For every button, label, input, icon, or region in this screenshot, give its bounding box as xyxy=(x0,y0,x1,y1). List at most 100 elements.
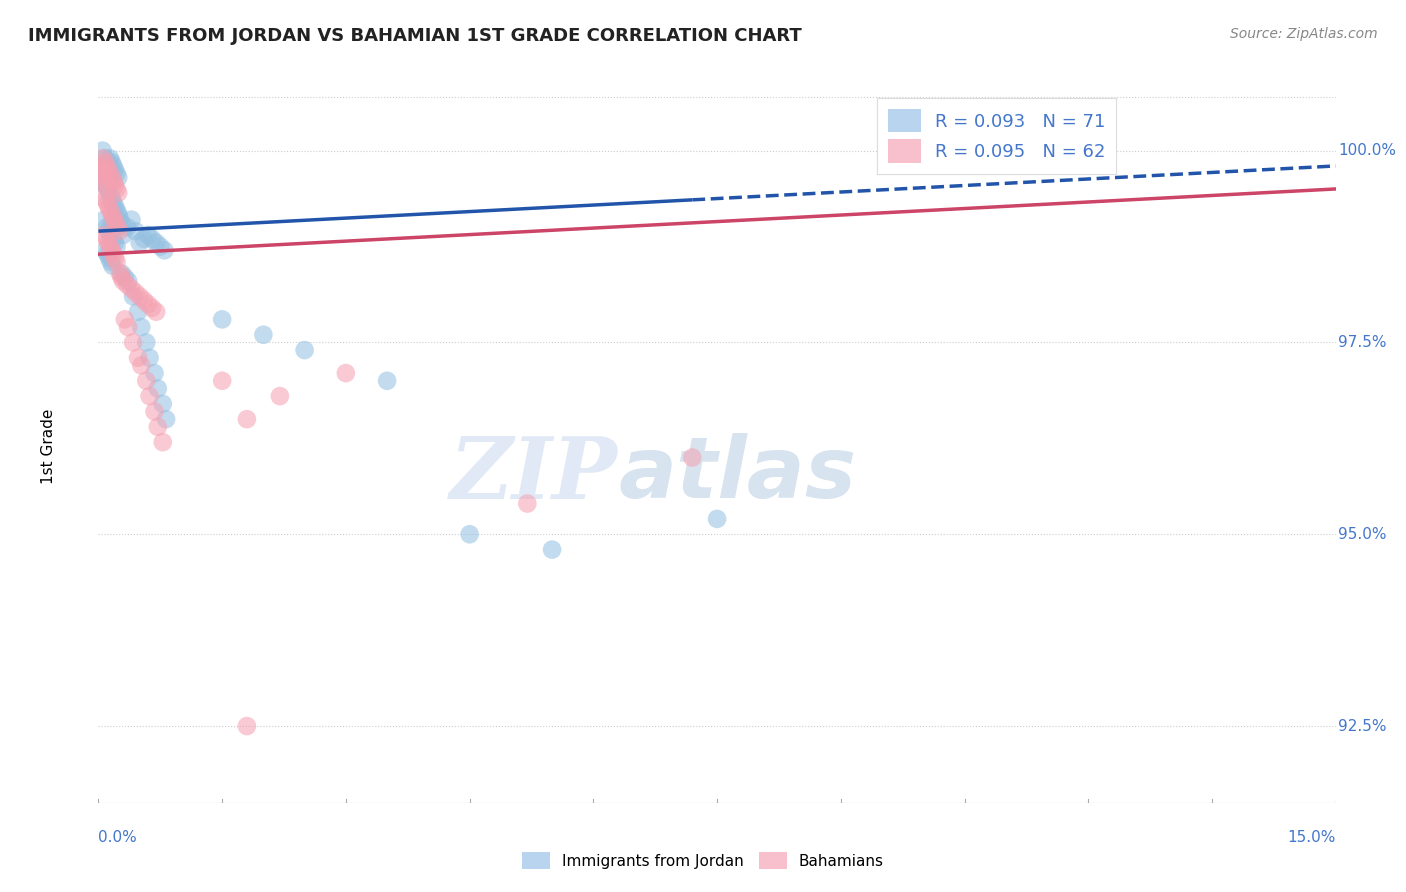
Point xyxy=(152,435,174,450)
Point xyxy=(104,251,127,265)
Point xyxy=(103,212,125,227)
Point xyxy=(112,274,135,288)
Point xyxy=(117,277,139,292)
Text: 97.5%: 97.5% xyxy=(1339,334,1386,350)
Point xyxy=(375,374,398,388)
Point xyxy=(149,239,172,253)
Point xyxy=(93,189,115,203)
Text: atlas: atlas xyxy=(619,433,856,516)
Text: 95.0%: 95.0% xyxy=(1339,527,1386,541)
Point xyxy=(94,155,117,169)
Point xyxy=(117,320,139,334)
Point xyxy=(104,235,127,250)
Point xyxy=(103,232,125,246)
Point xyxy=(100,217,122,231)
Point xyxy=(103,174,125,188)
Point xyxy=(97,235,120,250)
Point xyxy=(269,389,291,403)
Point xyxy=(96,232,118,246)
Point xyxy=(93,212,115,227)
Point xyxy=(90,162,112,177)
Point xyxy=(104,201,127,215)
Point xyxy=(107,186,129,200)
Point xyxy=(236,719,259,733)
Point xyxy=(541,542,564,557)
Point xyxy=(135,374,157,388)
Point xyxy=(98,186,121,200)
Point xyxy=(122,335,145,350)
Point xyxy=(96,247,118,261)
Point xyxy=(122,289,145,303)
Point xyxy=(94,244,117,258)
Point xyxy=(458,527,481,541)
Point xyxy=(96,197,118,211)
Point xyxy=(98,201,121,215)
Point xyxy=(90,159,112,173)
Point xyxy=(93,174,115,188)
Point xyxy=(135,335,157,350)
Point xyxy=(93,170,115,185)
Point xyxy=(132,232,155,246)
Point xyxy=(96,220,118,235)
Point xyxy=(117,220,139,235)
Point xyxy=(101,259,124,273)
Point xyxy=(335,366,357,380)
Point xyxy=(96,182,118,196)
Point xyxy=(91,167,114,181)
Point xyxy=(103,197,125,211)
Point xyxy=(136,227,159,242)
Point xyxy=(103,247,125,261)
Point xyxy=(104,178,127,193)
Text: Source: ZipAtlas.com: Source: ZipAtlas.com xyxy=(1230,27,1378,41)
Point xyxy=(91,144,114,158)
Point xyxy=(252,327,274,342)
Point xyxy=(143,366,166,380)
Point xyxy=(681,450,703,465)
Point xyxy=(98,239,121,253)
Point xyxy=(91,151,114,165)
Point xyxy=(108,209,131,223)
Point xyxy=(117,274,139,288)
Point xyxy=(100,155,122,169)
Point xyxy=(145,235,167,250)
Point xyxy=(94,178,117,193)
Point xyxy=(103,159,125,173)
Point xyxy=(101,194,124,208)
Point xyxy=(110,266,132,280)
Point xyxy=(101,209,124,223)
Text: ZIP: ZIP xyxy=(450,433,619,516)
Point xyxy=(100,244,122,258)
Point xyxy=(112,227,135,242)
Point xyxy=(127,351,149,365)
Point xyxy=(93,174,115,188)
Point xyxy=(96,159,118,173)
Point xyxy=(100,205,122,219)
Point xyxy=(100,255,122,269)
Legend: R = 0.093   N = 71, R = 0.095   N = 62: R = 0.093 N = 71, R = 0.095 N = 62 xyxy=(877,98,1116,174)
Point xyxy=(105,167,128,181)
Point xyxy=(138,351,160,365)
Point xyxy=(132,293,155,308)
Point xyxy=(105,220,128,235)
Point xyxy=(155,412,177,426)
Point xyxy=(128,235,150,250)
Point xyxy=(110,270,132,285)
Point xyxy=(131,359,153,373)
Point xyxy=(706,512,728,526)
Point xyxy=(211,374,233,388)
Point xyxy=(108,224,131,238)
Point xyxy=(138,389,160,403)
Point xyxy=(141,232,163,246)
Point xyxy=(105,205,128,219)
Point xyxy=(114,312,136,326)
Text: 100.0%: 100.0% xyxy=(1339,143,1396,158)
Point xyxy=(516,497,538,511)
Point xyxy=(211,312,233,326)
Point xyxy=(97,224,120,238)
Point xyxy=(127,304,149,318)
Point xyxy=(94,178,117,193)
Text: 1st Grade: 1st Grade xyxy=(41,409,56,483)
Point xyxy=(107,170,129,185)
Point xyxy=(236,412,259,426)
Point xyxy=(105,255,128,269)
